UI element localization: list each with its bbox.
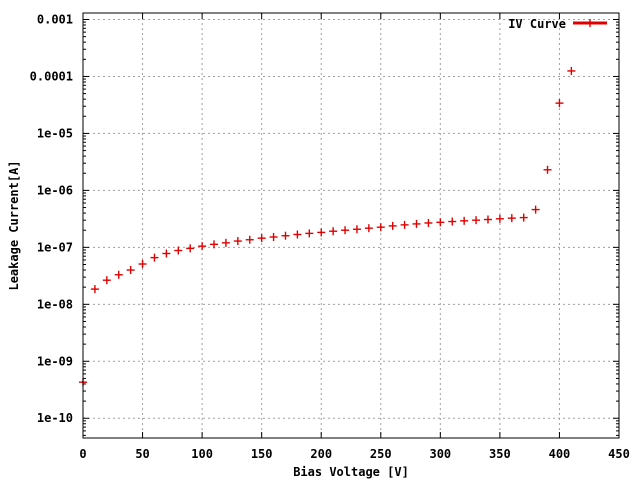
data-point [507, 214, 516, 223]
data-point [436, 218, 445, 227]
data-point [198, 242, 207, 251]
data-series-iv-curve [79, 66, 576, 387]
data-point [221, 238, 230, 247]
y-tick-label: 1e-06 [37, 183, 73, 197]
x-tick-label: 400 [549, 447, 571, 461]
data-point [186, 244, 195, 253]
data-point [483, 215, 492, 224]
x-tick-label: 200 [310, 447, 332, 461]
data-point [293, 230, 302, 239]
y-tick-label: 0.001 [37, 12, 73, 26]
data-point [341, 226, 350, 235]
y-axis-label: Leakage Current[A] [7, 160, 21, 290]
y-tick-label: 1e-09 [37, 354, 73, 368]
data-point [305, 229, 314, 238]
data-point [400, 220, 409, 229]
data-point [150, 253, 159, 262]
data-point [257, 234, 266, 243]
data-point [364, 224, 373, 233]
x-tick-label: 450 [608, 447, 630, 461]
data-point [531, 205, 540, 214]
x-tick-label: 300 [429, 447, 451, 461]
data-point [352, 225, 361, 234]
y-tick-label: 1e-05 [37, 126, 73, 140]
data-point [245, 235, 254, 244]
legend-label: IV Curve [508, 17, 566, 31]
data-point [162, 249, 171, 258]
data-point [233, 237, 242, 246]
x-tick-label: 100 [191, 447, 213, 461]
y-tick-labels: 1e-10 1e-09 1e-08 1e-07 1e-06 1e-05 0.0001 0.00… [30, 12, 73, 425]
data-point [376, 223, 385, 232]
data-point [388, 221, 397, 230]
y-tick-label: 1e-10 [37, 411, 73, 425]
data-point [210, 240, 219, 249]
data-point [174, 246, 183, 255]
data-point [495, 214, 504, 223]
x-axis-label: Bias Voltage [V] [293, 465, 409, 479]
data-point [102, 276, 111, 285]
y-tick-label: 1e-07 [37, 240, 73, 254]
data-point [90, 285, 99, 294]
x-tick-label: 150 [251, 447, 273, 461]
data-point [126, 266, 135, 275]
data-point [138, 260, 147, 269]
y-tick-label: 1e-08 [37, 297, 73, 311]
data-point [472, 216, 481, 225]
x-tick-label: 50 [135, 447, 149, 461]
legend: IV Curve [508, 17, 607, 31]
data-point [269, 232, 278, 241]
data-point [543, 165, 552, 174]
data-point [567, 66, 576, 75]
data-point [412, 219, 421, 228]
data-point [317, 228, 326, 237]
data-point [460, 216, 469, 225]
x-tick-label: 250 [370, 447, 392, 461]
x-tick-labels: 0 50 100 150 200 250 300 350 400 450 [79, 447, 629, 461]
x-tick-label: 0 [79, 447, 86, 461]
plot-frame [82, 12, 620, 439]
data-point [281, 231, 290, 240]
grid [83, 13, 619, 438]
data-point [424, 218, 433, 227]
data-point [114, 270, 123, 279]
data-point [329, 227, 338, 236]
data-point [448, 217, 457, 226]
y-tick-label: 0.0001 [30, 69, 73, 83]
data-point [555, 99, 564, 108]
x-tick-label: 350 [489, 447, 511, 461]
data-point [519, 213, 528, 222]
